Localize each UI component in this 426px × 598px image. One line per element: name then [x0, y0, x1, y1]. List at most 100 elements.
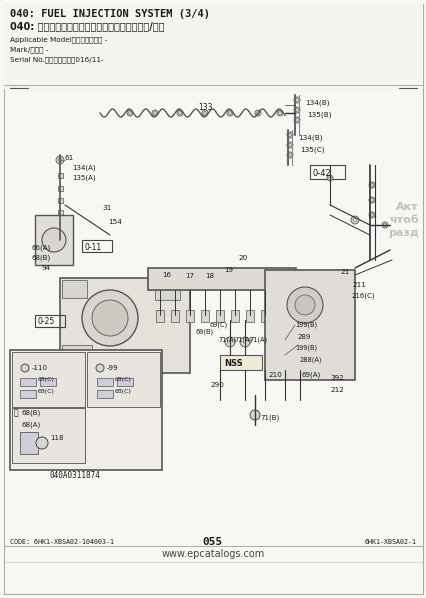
Bar — [117, 378, 132, 386]
Circle shape — [294, 107, 299, 113]
Circle shape — [82, 290, 138, 346]
Bar — [97, 378, 113, 386]
Bar — [265, 270, 354, 380]
Text: Applicable Model（適用機種）： -: Applicable Model（適用機種）： - — [10, 36, 107, 43]
Circle shape — [294, 295, 314, 315]
Text: 69(C): 69(C) — [210, 322, 228, 328]
Text: 68(C): 68(C) — [38, 377, 55, 383]
Bar — [245, 310, 253, 322]
Text: 68(B): 68(B) — [22, 410, 41, 416]
Text: 68(C): 68(C) — [38, 389, 55, 395]
Text: CODE: 6HK1-XBSA02-104003-1: CODE: 6HK1-XBSA02-104003-1 — [10, 539, 114, 545]
Circle shape — [286, 132, 292, 138]
Circle shape — [254, 110, 260, 116]
Text: 392: 392 — [329, 375, 343, 381]
Bar — [35, 315, 65, 327]
Circle shape — [177, 110, 183, 116]
Text: 055: 055 — [202, 537, 223, 547]
Bar — [155, 310, 164, 322]
Bar — [20, 432, 38, 454]
Text: 68(B): 68(B) — [32, 255, 51, 261]
Circle shape — [152, 110, 158, 116]
Text: 71(A): 71(A) — [218, 337, 236, 343]
Bar — [62, 345, 92, 365]
Text: 154: 154 — [108, 219, 121, 225]
Text: 133: 133 — [198, 102, 212, 111]
Bar — [216, 310, 224, 322]
Text: 040A0311874: 040A0311874 — [49, 471, 100, 480]
Bar — [20, 378, 36, 386]
Text: 211: 211 — [351, 282, 365, 288]
Bar — [40, 378, 56, 386]
Circle shape — [36, 437, 48, 449]
Bar — [87, 352, 160, 407]
Text: 199(B): 199(B) — [294, 345, 317, 351]
Circle shape — [239, 337, 249, 347]
Circle shape — [227, 110, 233, 116]
Bar — [35, 215, 73, 265]
Circle shape — [286, 287, 322, 323]
Text: 71(B): 71(B) — [259, 415, 279, 421]
Text: 135(C): 135(C) — [299, 147, 324, 153]
Circle shape — [56, 156, 64, 164]
Text: 0-11: 0-11 — [85, 243, 102, 252]
Text: 216(C): 216(C) — [351, 293, 375, 299]
Circle shape — [368, 212, 374, 218]
Text: 135(B): 135(B) — [306, 112, 331, 118]
Text: 040: FUEL INJECTION SYSTEM (3/4): 040: FUEL INJECTION SYSTEM (3/4) — [10, 9, 210, 19]
Circle shape — [294, 117, 299, 123]
Bar — [20, 390, 36, 398]
Text: Ⓔ: Ⓔ — [14, 408, 19, 417]
Text: 71(A): 71(A) — [248, 337, 267, 343]
Circle shape — [368, 197, 374, 203]
Bar — [58, 173, 63, 178]
Text: 69(A): 69(A) — [301, 372, 320, 379]
Bar — [219, 355, 262, 370]
Bar — [58, 186, 63, 191]
Circle shape — [368, 182, 374, 188]
Bar — [230, 310, 239, 322]
Text: 66(A): 66(A) — [32, 245, 51, 251]
Text: NSS: NSS — [224, 358, 242, 368]
Circle shape — [381, 222, 387, 228]
Text: 20: 20 — [237, 255, 247, 261]
Text: 19: 19 — [224, 267, 233, 273]
Text: 18: 18 — [204, 273, 213, 279]
Circle shape — [249, 410, 259, 420]
Text: 71(A): 71(A) — [233, 337, 251, 343]
Text: 118: 118 — [50, 435, 63, 441]
Bar — [148, 268, 295, 290]
Bar — [170, 310, 178, 322]
Circle shape — [286, 142, 292, 148]
Text: 0-25: 0-25 — [38, 318, 55, 327]
Bar — [155, 282, 180, 300]
Circle shape — [21, 364, 29, 372]
Text: 21: 21 — [339, 269, 348, 275]
Bar — [82, 240, 112, 252]
Bar — [309, 165, 344, 179]
Text: 040: フューエルインジェクションシステム（３/４）: 040: フューエルインジェクションシステム（３/４） — [10, 21, 164, 31]
Circle shape — [350, 216, 358, 224]
Text: www.epcatalogs.com: www.epcatalogs.com — [161, 549, 264, 559]
Circle shape — [294, 97, 299, 103]
Text: 94: 94 — [42, 265, 51, 271]
Text: 68(C): 68(C) — [115, 389, 132, 395]
Bar — [58, 210, 63, 215]
Text: 135(A): 135(A) — [72, 175, 95, 181]
Bar — [4, 4, 422, 89]
Bar — [186, 310, 193, 322]
Circle shape — [201, 110, 207, 116]
Circle shape — [276, 110, 282, 116]
Bar — [260, 310, 268, 322]
Text: 68(A): 68(A) — [22, 422, 41, 428]
Text: 289: 289 — [297, 334, 311, 340]
Circle shape — [96, 364, 104, 372]
Text: 17: 17 — [184, 273, 193, 279]
Text: 290: 290 — [210, 382, 223, 388]
Text: -110: -110 — [32, 365, 48, 371]
Circle shape — [326, 175, 332, 181]
Text: 31: 31 — [102, 205, 111, 211]
Text: 68(C): 68(C) — [115, 377, 132, 383]
Bar — [58, 198, 63, 203]
Bar — [12, 352, 85, 407]
